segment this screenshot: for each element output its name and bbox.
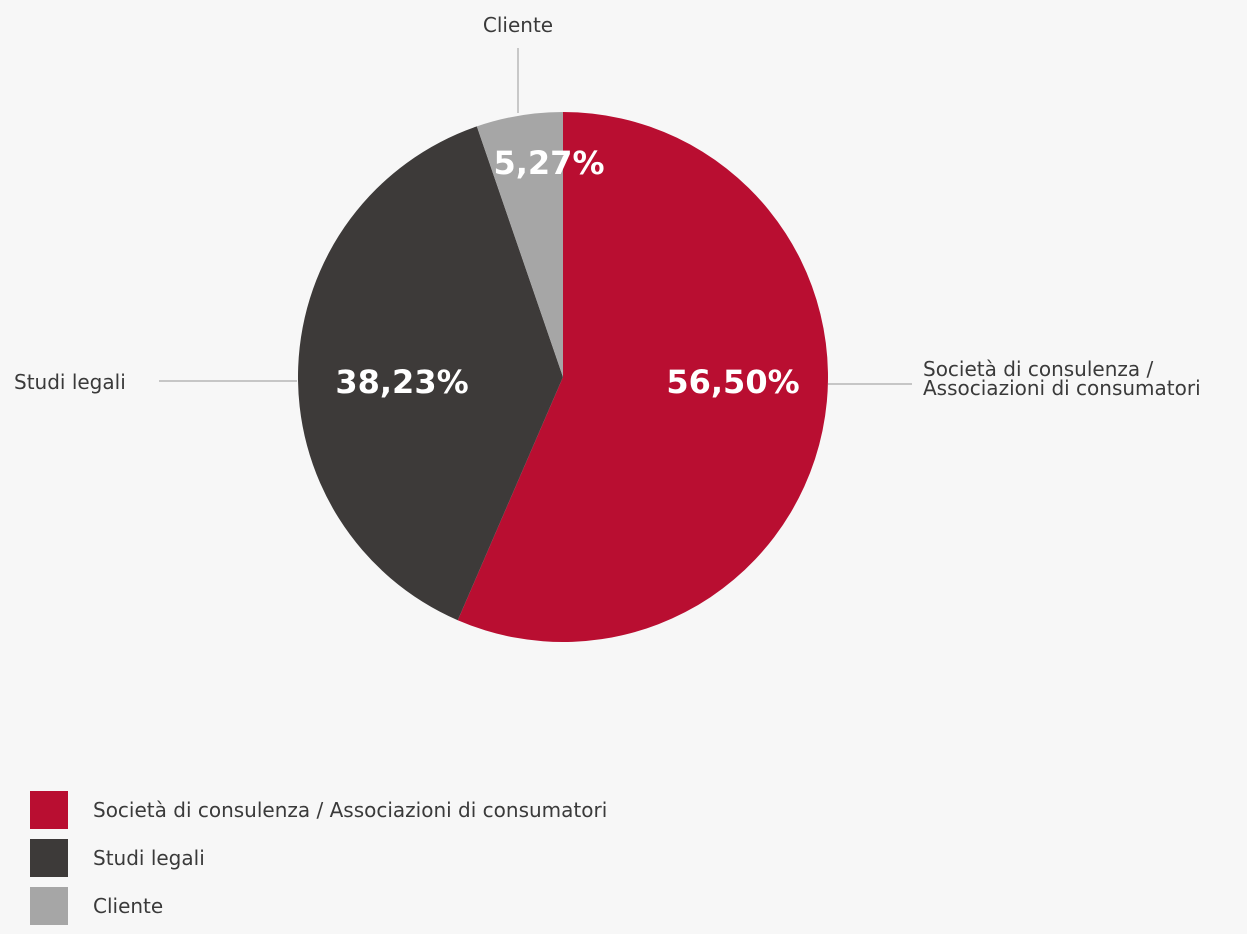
legend-item-studi-legali: Studi legali [30,838,607,878]
outer-label-line: Cliente [483,13,553,37]
outer-label-cliente: Cliente [483,13,553,37]
outer-label-line: Studi legali [14,370,126,394]
legend-label-consulenza: Società di consulenza / Associazioni di … [93,798,608,822]
pie-slice-cliente [476,112,563,377]
pie-slice-studi-legali [297,126,563,621]
outer-label-studi-legali: Studi legali [14,370,126,394]
legend: Società di consulenza / Associazioni di … [30,790,607,934]
pie-slice-consulenza [457,112,828,642]
outer-label-line: Società di consulenza / [923,357,1154,381]
legend-item-cliente: Cliente [30,886,607,926]
legend-label-studi-legali: Studi legali [93,846,205,870]
legend-label-cliente: Cliente [93,894,164,918]
pct-label-consulenza: 56,50% [666,363,799,401]
legend-swatch-consulenza [30,791,68,829]
slice-labels: 56,50% Società di consulenza / Associazion… [14,13,1201,401]
pct-label-cliente: 5,27% [493,144,604,182]
pie-chart: 56,50% Società di consulenza / Associazion… [14,13,1201,642]
legend-swatch-studi-legali [30,839,68,877]
legend-item-consulenza: Società di consulenza / Associazioni di … [30,790,607,830]
pie-slices [297,112,828,642]
leader-lines [159,48,912,385]
outer-label-line: Associazioni di consumatori [923,376,1201,400]
outer-label-consulenza: Società di consulenza / Associazioni di c… [923,357,1201,400]
legend-swatch-cliente [30,887,68,925]
pct-label-studi-legali: 38,23% [335,363,468,401]
